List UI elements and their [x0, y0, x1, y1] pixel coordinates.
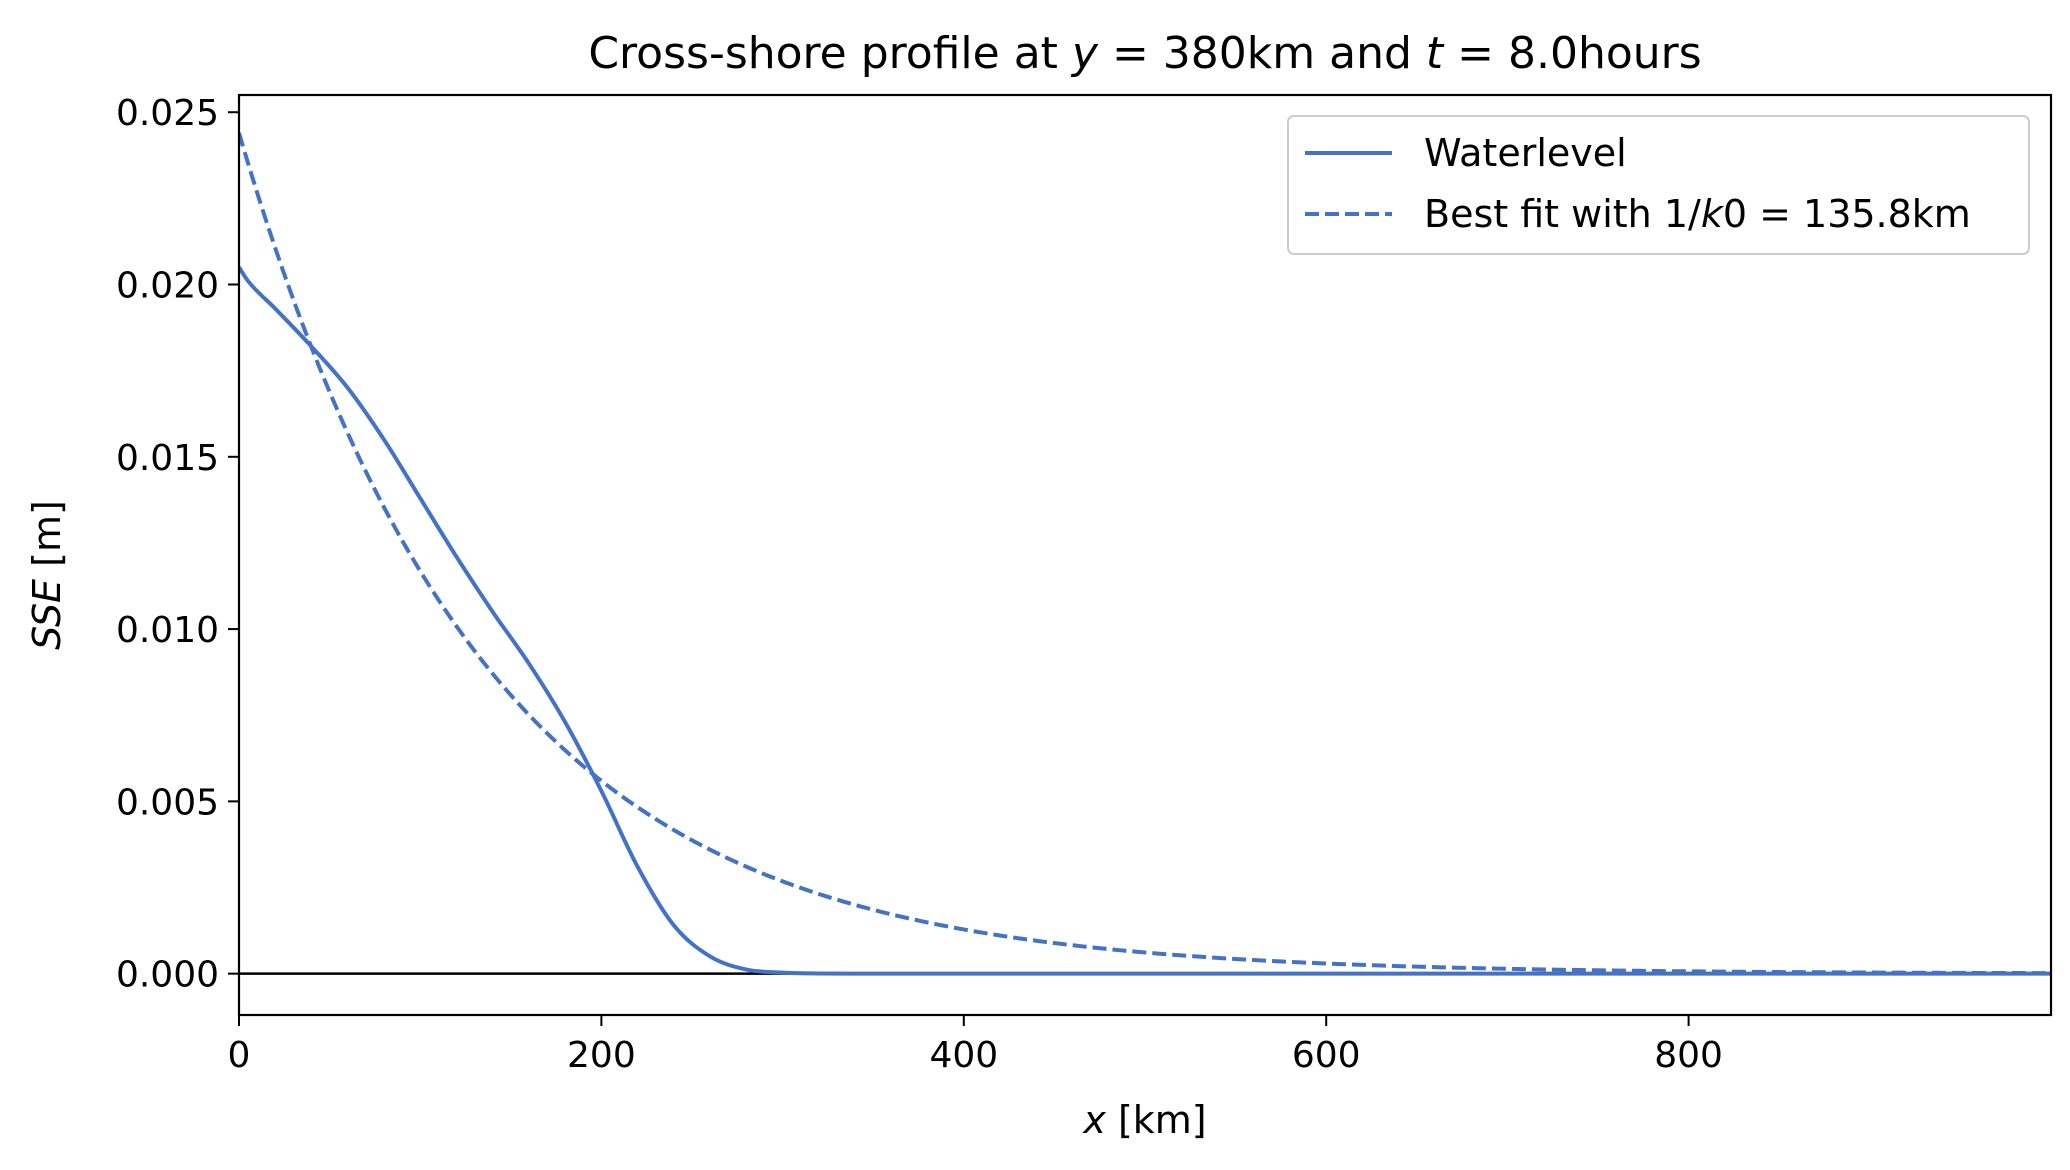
- x-tick-label: 400: [929, 1035, 998, 1076]
- series-lines: [239, 132, 2051, 976]
- legend-label-best-fit: Best fit with 1/k0 = 135.8km: [1424, 192, 1971, 236]
- legend-box: [1287, 115, 2030, 255]
- plot-frame: [237, 93, 2053, 1017]
- y-tick-label: 0.025: [116, 93, 219, 134]
- x-tick-label: 600: [1292, 1035, 1361, 1076]
- x-axis-label: x [km]: [1082, 1098, 1206, 1142]
- legend: Waterlevel Best fit with 1/k0 = 135.8km: [1287, 115, 2030, 255]
- y-tick-label: 0.005: [116, 782, 219, 823]
- series-waterlevel-line: [239, 266, 2051, 976]
- x-tick-label: 200: [567, 1035, 636, 1076]
- y-tick-label: 0.010: [116, 610, 219, 651]
- y-tick-label: 0.000: [116, 955, 219, 996]
- x-tick-label: 800: [1654, 1035, 1723, 1076]
- chart-title: Cross-shore profile at y = 380km and t =…: [588, 28, 1701, 79]
- y-axis-label: SSE [m]: [25, 500, 69, 650]
- y-tick-label: 0.020: [116, 266, 219, 307]
- ticks: 0 200 400 600 800 0.000 0.005 0.010 0.015 0.020 0.…: [116, 93, 1723, 1076]
- legend-label-waterlevel: Waterlevel: [1424, 131, 1627, 175]
- series-best-fit-line: [239, 132, 2051, 976]
- x-tick-label: 0: [228, 1035, 251, 1076]
- y-tick-label: 0.015: [116, 438, 219, 479]
